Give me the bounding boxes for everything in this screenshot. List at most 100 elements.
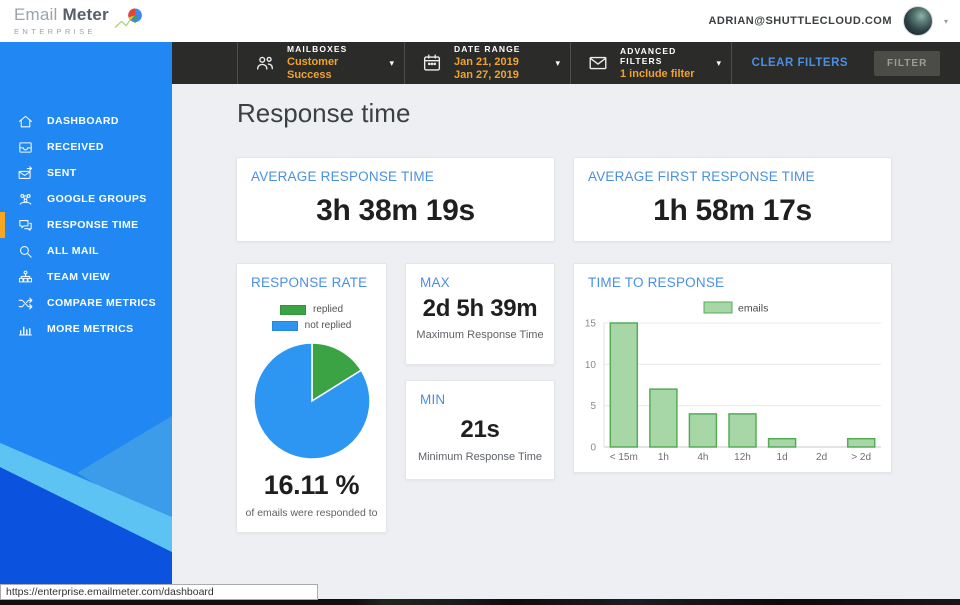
legend-label: not replied bbox=[304, 320, 352, 331]
page-title: Response time bbox=[237, 98, 411, 128]
card-header: MAX bbox=[420, 275, 450, 290]
logo[interactable]: Email Meter ENTERPRISE bbox=[14, 5, 145, 39]
min-response-card: MIN 21s Minimum Response Time bbox=[405, 380, 555, 480]
app-header: Email Meter ENTERPRISE ADRIAN@SHUTTLECLO… bbox=[0, 0, 960, 42]
svg-text:< 15m: < 15m bbox=[610, 452, 638, 463]
sidebar-item-google-groups[interactable]: GOOGLE GROUPS bbox=[0, 186, 172, 212]
svg-text:0: 0 bbox=[590, 443, 596, 454]
pie-legend: replied not replied bbox=[237, 304, 386, 331]
avg-response-time-card: AVERAGE RESPONSE TIME 3h 38m 19s bbox=[236, 157, 555, 242]
response-rate-pie bbox=[253, 342, 371, 460]
calendar-icon bbox=[421, 52, 443, 74]
groups-icon bbox=[17, 191, 34, 208]
sidebar-item-label: RESPONSE TIME bbox=[47, 219, 139, 231]
sidebar-item-label: GOOGLE GROUPS bbox=[47, 193, 147, 205]
date-range-dropdown[interactable]: DATE RANGE Jan 21, 2019 Jan 27, 2019 ▾ bbox=[404, 42, 570, 84]
toolbar-spacer bbox=[172, 42, 237, 84]
filter-button[interactable]: FILTER bbox=[874, 50, 941, 76]
sidebar-item-label: ALL MAIL bbox=[47, 245, 99, 257]
avg-first-response-time-value: 1h 58m 17s bbox=[653, 194, 812, 227]
sidebar-item-all-mail[interactable]: ALL MAIL bbox=[0, 238, 172, 264]
team-icon bbox=[17, 269, 34, 286]
status-url-tooltip: https://enterprise.emailmeter.com/dashbo… bbox=[0, 584, 318, 600]
response-rate-value: 16.11 % bbox=[263, 470, 360, 500]
chevron-down-icon[interactable]: ▾ bbox=[943, 16, 948, 26]
sidebar-item-label: TEAM VIEW bbox=[47, 271, 111, 283]
clear-filters-button[interactable]: CLEAR FILTERS bbox=[751, 57, 849, 69]
sidebar-item-response-time[interactable]: RESPONSE TIME bbox=[0, 212, 172, 238]
date-to: Jan 27, 2019 bbox=[454, 69, 519, 81]
sidebar-item-dashboard[interactable]: DASHBOARD bbox=[0, 108, 172, 134]
legend-swatch bbox=[279, 304, 306, 315]
active-indicator bbox=[0, 212, 5, 238]
metrics-icon bbox=[17, 321, 34, 338]
max-response-card: MAX 2d 5h 39m Maximum Response Time bbox=[405, 263, 555, 365]
logo-wordmark: Email Meter bbox=[14, 5, 109, 24]
sent-icon bbox=[17, 165, 34, 182]
time-to-response-bar-chart: 0 5 10 15 < 15m 1h 4h 12h 1d 2d > 2d emails bbox=[585, 301, 881, 463]
legend-item-not-replied: not replied bbox=[271, 320, 352, 331]
compare-icon bbox=[17, 295, 34, 312]
sidebar-item-more-metrics[interactable]: MORE METRICS bbox=[0, 316, 172, 342]
toolbar-actions: CLEAR FILTERS FILTER bbox=[731, 42, 960, 84]
sidebar-item-received[interactable]: RECEIVED bbox=[0, 134, 172, 160]
svg-text:12h: 12h bbox=[734, 452, 751, 463]
svg-text:4h: 4h bbox=[697, 452, 708, 463]
main-content: Response time AVERAGE RESPONSE TIME 3h 3… bbox=[172, 84, 960, 599]
sidebar-decoration bbox=[0, 42, 172, 605]
sidebar-item-team-view[interactable]: TEAM VIEW bbox=[0, 264, 172, 290]
svg-text:1d: 1d bbox=[777, 452, 788, 463]
avg-response-time-value: 3h 38m 19s bbox=[316, 194, 475, 227]
chevron-down-icon[interactable]: ▾ bbox=[555, 57, 560, 68]
sidebar: DASHBOARD RECEIVED SENT GOOGLE GROUPS RESPON… bbox=[0, 42, 172, 605]
min-value: 21s bbox=[460, 416, 500, 443]
advanced-filters-label: ADVANCED FILTERS bbox=[620, 45, 677, 66]
svg-text:1h: 1h bbox=[658, 452, 669, 463]
filter-toolbar: MAILBOXES Customer Success ▾ DATE RANGE … bbox=[172, 42, 960, 84]
card-header: RESPONSE RATE bbox=[251, 275, 368, 290]
avg-first-response-time-card: AVERAGE FIRST RESPONSE TIME 1h 58m 17s bbox=[573, 157, 892, 242]
sidebar-item-label: MORE METRICS bbox=[47, 323, 134, 335]
user-email: ADRIAN@SHUTTLECLOUD.COM bbox=[708, 15, 892, 27]
avatar[interactable] bbox=[902, 6, 933, 36]
card-header: AVERAGE RESPONSE TIME bbox=[251, 169, 434, 184]
sidebar-item-label: RECEIVED bbox=[47, 141, 104, 153]
sidebar-item-compare-metrics[interactable]: COMPARE METRICS bbox=[0, 290, 172, 316]
account-menu[interactable]: ADRIAN@SHUTTLECLOUD.COM ▾ bbox=[708, 0, 948, 42]
svg-text:> 2d: > 2d bbox=[851, 452, 871, 463]
chevron-down-icon[interactable]: ▾ bbox=[389, 57, 394, 68]
legend-item-replied: replied bbox=[279, 304, 344, 315]
legend-swatch bbox=[271, 320, 298, 331]
date-range-label: DATE RANGE bbox=[454, 44, 521, 54]
mailboxes-label: MAILBOXES bbox=[287, 44, 348, 54]
chevron-down-icon[interactable]: ▾ bbox=[716, 57, 721, 68]
time-to-response-card: TIME TO RESPONSE 0 5 10 15 < 15m 1h 4h 12h 1d 2d >… bbox=[573, 263, 892, 473]
logo-subtitle: ENTERPRISE bbox=[14, 27, 96, 36]
search-icon bbox=[17, 243, 34, 260]
response-rate-card: RESPONSE RATE replied not replied 16.11 %… bbox=[236, 263, 387, 533]
card-header: TIME TO RESPONSE bbox=[588, 275, 725, 290]
sidebar-nav: DASHBOARD RECEIVED SENT GOOGLE GROUPS RESPON… bbox=[0, 108, 172, 342]
svg-text:15: 15 bbox=[585, 319, 597, 330]
chat-icon bbox=[17, 217, 34, 234]
mailboxes-value: Customer Success bbox=[287, 56, 339, 81]
home-icon bbox=[17, 113, 34, 130]
legend-label: replied bbox=[312, 304, 344, 315]
envelope-icon bbox=[587, 52, 609, 74]
sidebar-item-label: COMPARE METRICS bbox=[47, 297, 157, 309]
svg-text:emails: emails bbox=[738, 303, 768, 315]
advanced-filters-dropdown[interactable]: ADVANCED FILTERS 1 include filter ▾ bbox=[570, 42, 731, 84]
sidebar-item-label: SENT bbox=[47, 167, 77, 179]
min-caption: Minimum Response Time bbox=[417, 451, 543, 463]
svg-text:10: 10 bbox=[585, 360, 597, 371]
sidebar-item-sent[interactable]: SENT bbox=[0, 160, 172, 186]
card-header: AVERAGE FIRST RESPONSE TIME bbox=[588, 169, 815, 184]
svg-text:5: 5 bbox=[590, 401, 596, 412]
card-header: MIN bbox=[420, 392, 446, 407]
sidebar-item-label: DASHBOARD bbox=[47, 115, 119, 127]
mailboxes-dropdown[interactable]: MAILBOXES Customer Success ▾ bbox=[237, 42, 404, 84]
advanced-filters-value: 1 include filter bbox=[620, 67, 695, 80]
max-value: 2d 5h 39m bbox=[422, 295, 538, 322]
svg-text:2d: 2d bbox=[816, 452, 827, 463]
